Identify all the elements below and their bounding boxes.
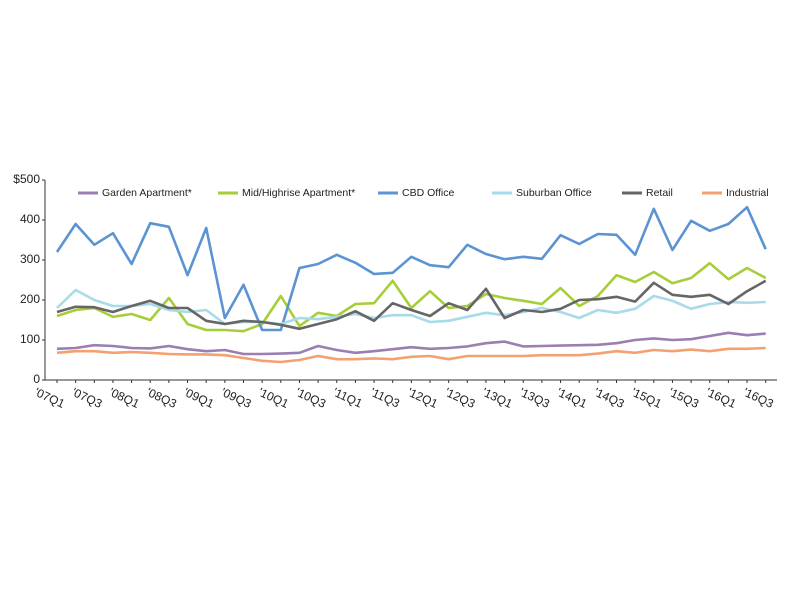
x-tick-label: '10Q1: [256, 385, 291, 411]
x-tick-label: '12Q3: [443, 385, 478, 411]
series-line: [55, 205, 767, 332]
x-tick-label: '11Q3: [368, 385, 402, 411]
legend-label: Mid/Highrise Apartment*: [242, 187, 355, 199]
legend-label: Suburban Office: [516, 187, 592, 199]
y-tick-label: $500: [13, 172, 40, 186]
series-line: [56, 331, 766, 356]
x-tick-label: '15Q3: [666, 385, 701, 411]
legend-label: Retail: [646, 187, 673, 199]
series-line: [56, 261, 767, 333]
y-tick-label: 200: [20, 292, 40, 306]
x-tick-label: '14Q3: [592, 385, 627, 411]
x-tick-label: '07Q3: [70, 385, 105, 411]
x-tick-label: '13Q1: [480, 385, 515, 411]
y-tick-label: 400: [20, 212, 40, 226]
x-tick-label: '12Q1: [405, 385, 440, 411]
x-tick-label: '09Q1: [182, 385, 217, 411]
x-tick-label: '13Q3: [517, 385, 552, 411]
series-line: [56, 288, 766, 326]
legend-label: Garden Apartment*: [102, 187, 192, 199]
x-tick-label: '09Q3: [219, 385, 254, 411]
series-line: [56, 279, 767, 331]
series-line: [56, 346, 766, 364]
x-tick-label: '16Q1: [704, 385, 739, 411]
x-tick-label: '07Q1: [32, 385, 67, 411]
legend-label: Industrial: [726, 187, 769, 199]
x-tick-label: '11Q1: [331, 385, 365, 411]
y-tick-label: 100: [20, 332, 40, 346]
x-tick-label: '15Q1: [629, 385, 664, 411]
x-tick-label: '16Q3: [741, 385, 776, 411]
y-tick-label: 0: [33, 372, 40, 386]
x-tick-label: '08Q3: [144, 385, 179, 411]
x-tick-label: '10Q3: [293, 385, 328, 411]
y-tick-label: 300: [20, 252, 40, 266]
x-tick-label: '14Q1: [555, 385, 590, 411]
legend-label: CBD Office: [402, 187, 454, 199]
x-tick-label: '08Q1: [107, 385, 142, 411]
